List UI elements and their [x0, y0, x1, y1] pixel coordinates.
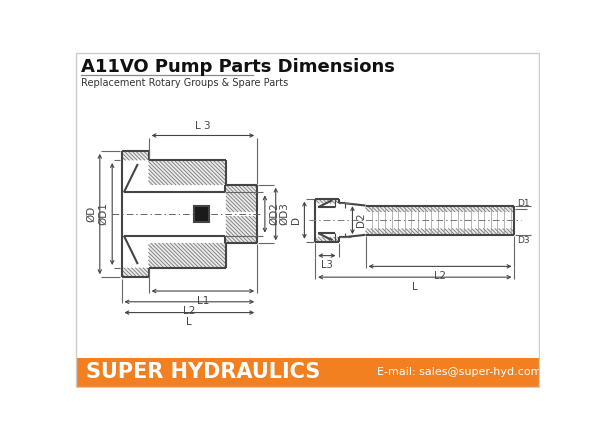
Bar [121, 268, 149, 277]
Text: L2: L2 [183, 307, 196, 317]
Text: ØD1: ØD1 [98, 203, 109, 225]
Bar [226, 216, 257, 243]
Text: L1: L1 [197, 296, 209, 306]
Text: ØD2: ØD2 [269, 203, 279, 225]
Text: Replacement Rotary Groups & Spare Parts: Replacement Rotary Groups & Spare Parts [81, 78, 289, 88]
Bar [365, 205, 514, 212]
Bar [194, 206, 209, 222]
Text: SUPER HYDRAULICS: SUPER HYDRAULICS [86, 362, 320, 382]
Text: D1: D1 [518, 199, 530, 208]
Text: L: L [412, 282, 418, 292]
Text: L 3: L 3 [195, 121, 211, 131]
Bar [76, 358, 539, 386]
Bar [315, 237, 338, 242]
Bar [149, 160, 226, 185]
Text: ØD: ØD [86, 206, 96, 222]
Bar [315, 199, 338, 203]
Bar [121, 151, 149, 160]
Text: E-mail: sales@super-hyd.com: E-mail: sales@super-hyd.com [377, 367, 542, 377]
Text: A11VO Pump Parts Dimensions: A11VO Pump Parts Dimensions [81, 58, 395, 76]
Text: ØD3: ØD3 [280, 203, 290, 225]
Text: D3: D3 [518, 235, 530, 245]
Text: L2: L2 [434, 271, 446, 281]
Text: L: L [187, 317, 192, 327]
Text: D2: D2 [356, 213, 367, 228]
Bar [226, 185, 257, 212]
Bar [365, 228, 514, 235]
Bar [149, 243, 226, 268]
Text: D: D [290, 216, 301, 224]
Text: L3: L3 [321, 260, 333, 270]
